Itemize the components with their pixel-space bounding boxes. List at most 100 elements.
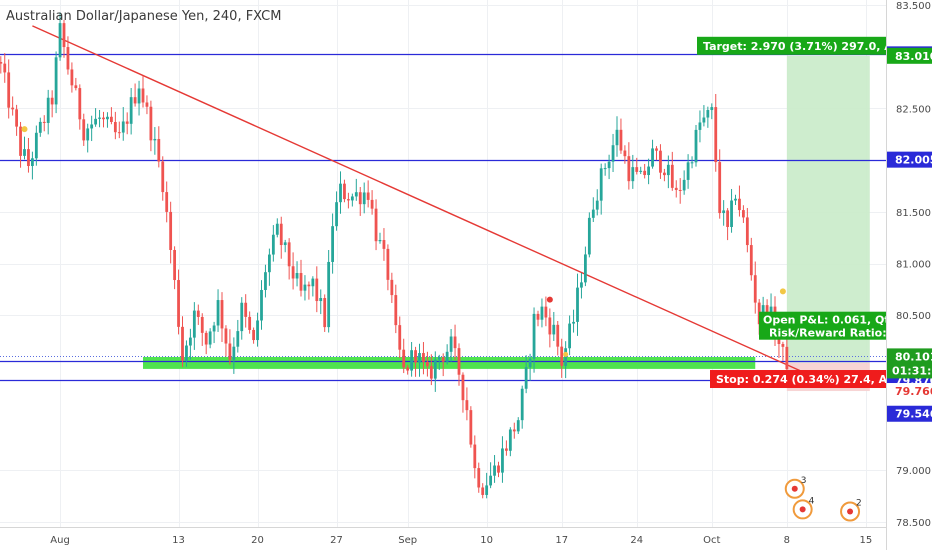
time-axis[interactable]: Aug 13 20 27 Sep 10 17 24 Oct 8 15 — [50, 535, 872, 546]
candle-body — [726, 210, 729, 227]
candle-body — [722, 210, 726, 214]
candle-body — [615, 129, 619, 146]
candle-body — [200, 316, 204, 333]
event-markers[interactable]: 34 2 — [784, 476, 862, 522]
candle-body — [591, 209, 595, 218]
y-tick-label: 82.500 — [896, 105, 931, 116]
support-zone-rect — [143, 357, 756, 369]
position-labels[interactable]: Target: 2.970 (3.71%) 297.0, Am Open P&L:… — [697, 36, 904, 389]
candle-body — [133, 97, 137, 104]
trendline[interactable] — [32, 25, 815, 378]
candle-body — [137, 88, 141, 104]
candle-body — [374, 208, 378, 242]
price-axis[interactable]: 83.50082.50082.00081.50081.00080.50079.0… — [887, 1, 932, 529]
candle-body — [252, 329, 255, 341]
x-tick-label: Aug — [50, 535, 70, 546]
x-tick-label: Oct — [703, 535, 720, 546]
candle-body — [212, 325, 216, 332]
candle-body — [508, 429, 512, 451]
candle-body — [441, 357, 445, 362]
candle-body — [473, 444, 477, 469]
candle-body — [86, 128, 90, 141]
candle-body — [3, 63, 7, 73]
candle-body — [532, 313, 536, 359]
candle-body — [117, 132, 121, 134]
candle-body — [220, 300, 224, 329]
candle-body — [769, 306, 773, 316]
candle-body — [74, 85, 78, 89]
candle-body — [777, 338, 781, 345]
candle-body — [477, 468, 481, 488]
last-price-label: 80.101 — [895, 350, 932, 363]
candle-body — [121, 121, 125, 133]
stop-label-box[interactable] — [710, 370, 886, 389]
candle-body — [70, 69, 74, 86]
candle-body — [264, 272, 267, 290]
y-tick-label: 79.000 — [896, 466, 931, 477]
target-area — [786, 55, 870, 363]
price-tag-label: 83.010 — [895, 50, 932, 63]
y-tick-label: 83.500 — [896, 1, 931, 12]
candle-body — [113, 121, 117, 133]
candle-body — [603, 168, 607, 170]
y-tick-label: 80.500 — [896, 311, 931, 322]
target-label-box[interactable] — [697, 36, 886, 55]
candle-body — [23, 149, 26, 156]
candle-body — [655, 148, 658, 151]
candle-body — [315, 278, 319, 302]
candle-body — [576, 287, 579, 322]
candle-body — [564, 348, 568, 366]
candle-body — [331, 226, 334, 262]
x-tick-label: 15 — [859, 535, 872, 546]
candle-body — [319, 298, 323, 302]
candle-body — [552, 324, 556, 335]
candle-body — [422, 353, 425, 362]
candle-body — [370, 199, 374, 209]
candle-body — [358, 192, 362, 205]
candle-body — [410, 350, 413, 371]
candle-body — [461, 374, 465, 401]
candle-body — [584, 254, 587, 283]
candle-body — [734, 198, 737, 201]
candle-body — [765, 305, 769, 316]
candle-body — [110, 116, 113, 122]
x-tick-label: Sep — [398, 535, 417, 546]
candle-body — [627, 156, 631, 182]
candle-body — [34, 132, 38, 159]
trendline-group[interactable] — [32, 25, 815, 378]
candle-body — [46, 97, 50, 123]
candle-body — [426, 361, 429, 367]
pnl-label-box[interactable] — [759, 311, 886, 340]
candle-body — [544, 306, 548, 318]
candle-body — [690, 162, 694, 164]
candle-body — [619, 129, 623, 151]
candle-body — [31, 158, 34, 167]
candles — [0, 12, 789, 499]
x-tick-label: 13 — [172, 535, 185, 546]
candle-body — [666, 164, 670, 176]
x-tick-label: 10 — [480, 535, 493, 546]
candle-body — [236, 331, 240, 347]
chart-title: Australian Dollar/Japanese Yen, 240, FXC… — [6, 9, 281, 24]
candle-body — [323, 298, 327, 328]
candle-body — [749, 245, 753, 276]
price-tag-label: 79.546 — [895, 408, 932, 421]
candle-body — [501, 448, 504, 473]
candle-body — [362, 192, 366, 205]
candle-body — [445, 351, 449, 362]
candle-body — [15, 109, 18, 127]
candle-body — [730, 200, 733, 227]
pnl-label: Open P&L: 0.061, Qty — [763, 314, 897, 327]
candle-body — [694, 129, 698, 163]
candle-body — [548, 317, 552, 335]
candle-body — [710, 107, 714, 111]
last-price-tag — [887, 348, 932, 379]
candle-body — [524, 367, 528, 389]
candle-body — [595, 200, 599, 210]
candle-body — [536, 313, 540, 320]
candle-body — [181, 326, 184, 361]
signal-dot — [546, 296, 553, 303]
candle-body — [185, 345, 188, 361]
candle-body — [785, 346, 789, 370]
